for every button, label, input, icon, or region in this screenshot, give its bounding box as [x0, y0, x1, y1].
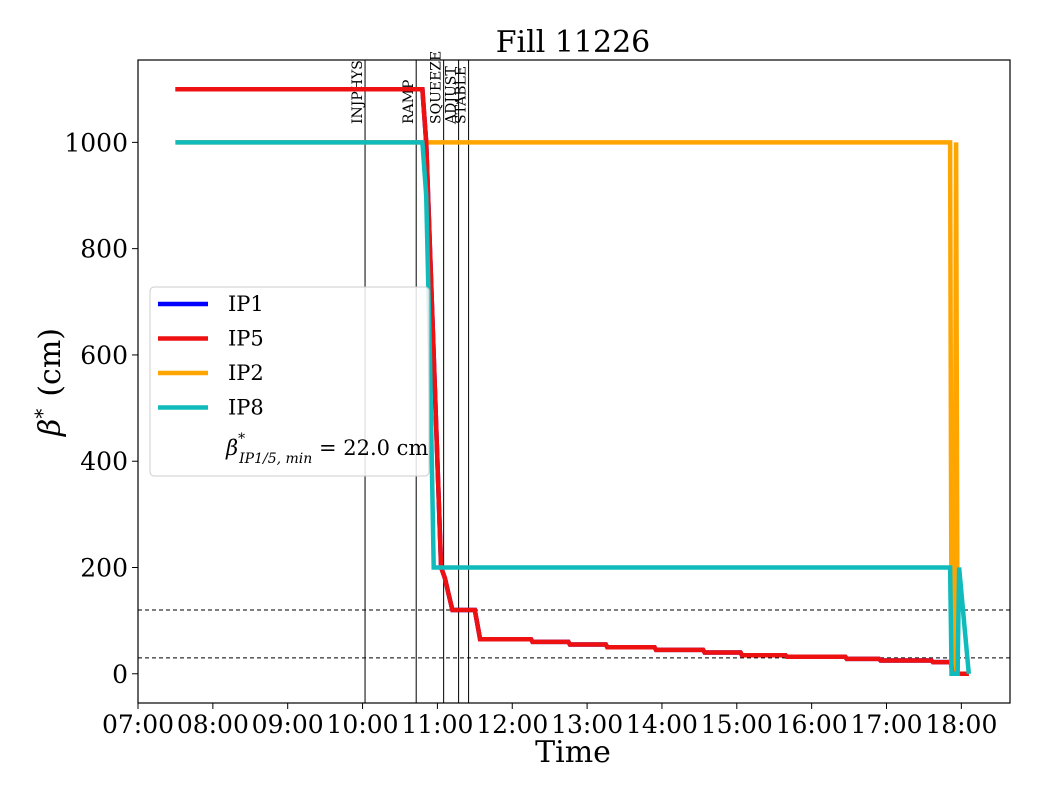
legend-annotation: β* IP1/5, min = 22.0 cm: [225, 431, 428, 467]
annotation-star: *: [238, 431, 245, 447]
annotation-symbol: β: [225, 436, 238, 460]
legend: IP1 IP5 IP2 IP8 β* IP1/5, min = 22.0 cm: [149, 286, 430, 477]
x-tick-label: 11:00: [401, 710, 473, 739]
y-tick-label: 600: [80, 341, 128, 370]
phase-label: RAMP: [401, 80, 417, 124]
annotation-value: = 22.0 cm: [312, 436, 428, 460]
y-axis-label-star: *: [30, 409, 54, 419]
x-tick-label: 16:00: [776, 710, 848, 739]
legend-label-ip1: IP1: [228, 292, 264, 316]
phase-label: SQUEEZE: [429, 51, 445, 124]
svg-text:β*(cm): β* (cm): [30, 328, 68, 437]
y-axis-label: β* (cm): [30, 328, 68, 437]
legend-label-ip8: IP8: [228, 396, 264, 420]
x-tick-label: 15:00: [701, 710, 773, 739]
y-tick-label: 200: [80, 553, 128, 582]
y-axis-label-symbol: β: [33, 419, 68, 437]
chart-title: Fill 11226: [496, 25, 651, 60]
x-tick-label: 09:00: [252, 710, 324, 739]
axes-frame: [137, 59, 1011, 704]
x-tick-label: 13:00: [551, 710, 623, 739]
series-line-ip5: [175, 86, 969, 677]
y-tick-label: 400: [80, 447, 128, 476]
x-axis-ticks: 07:00 08:00 09:00 10:00 11:00 12:00 13:00 14:00…: [102, 703, 997, 739]
y-axis-label-unit: (cm): [33, 328, 68, 397]
x-tick-label: 14:00: [626, 710, 698, 739]
legend-box: [149, 286, 430, 477]
series-line-ip8: [175, 140, 972, 677]
annotation-subscript: IP1/5, min: [238, 451, 312, 467]
legend-label-ip5: IP5: [228, 327, 264, 351]
y-tick-label: 800: [80, 235, 128, 264]
y-tick-label: 0: [112, 660, 128, 689]
y-tick-label: 1000: [64, 128, 128, 157]
x-axis-label: Time: [535, 735, 611, 770]
x-tick-label: 12:00: [476, 710, 548, 739]
x-tick-label: 10:00: [327, 710, 399, 739]
y-axis-ticks: 0 200 400 600 800 1000: [64, 128, 138, 689]
phase-label: ADJUST: [444, 66, 460, 125]
legend-label-ip2: IP2: [228, 361, 264, 385]
x-tick-label: 08:00: [177, 710, 249, 739]
phase-label: STABLE: [454, 66, 470, 124]
x-tick-label: 07:00: [102, 710, 174, 739]
x-tick-label: 18:00: [925, 710, 997, 739]
phase-label: INJPHYS: [350, 60, 366, 124]
x-tick-label: 17:00: [850, 710, 922, 739]
